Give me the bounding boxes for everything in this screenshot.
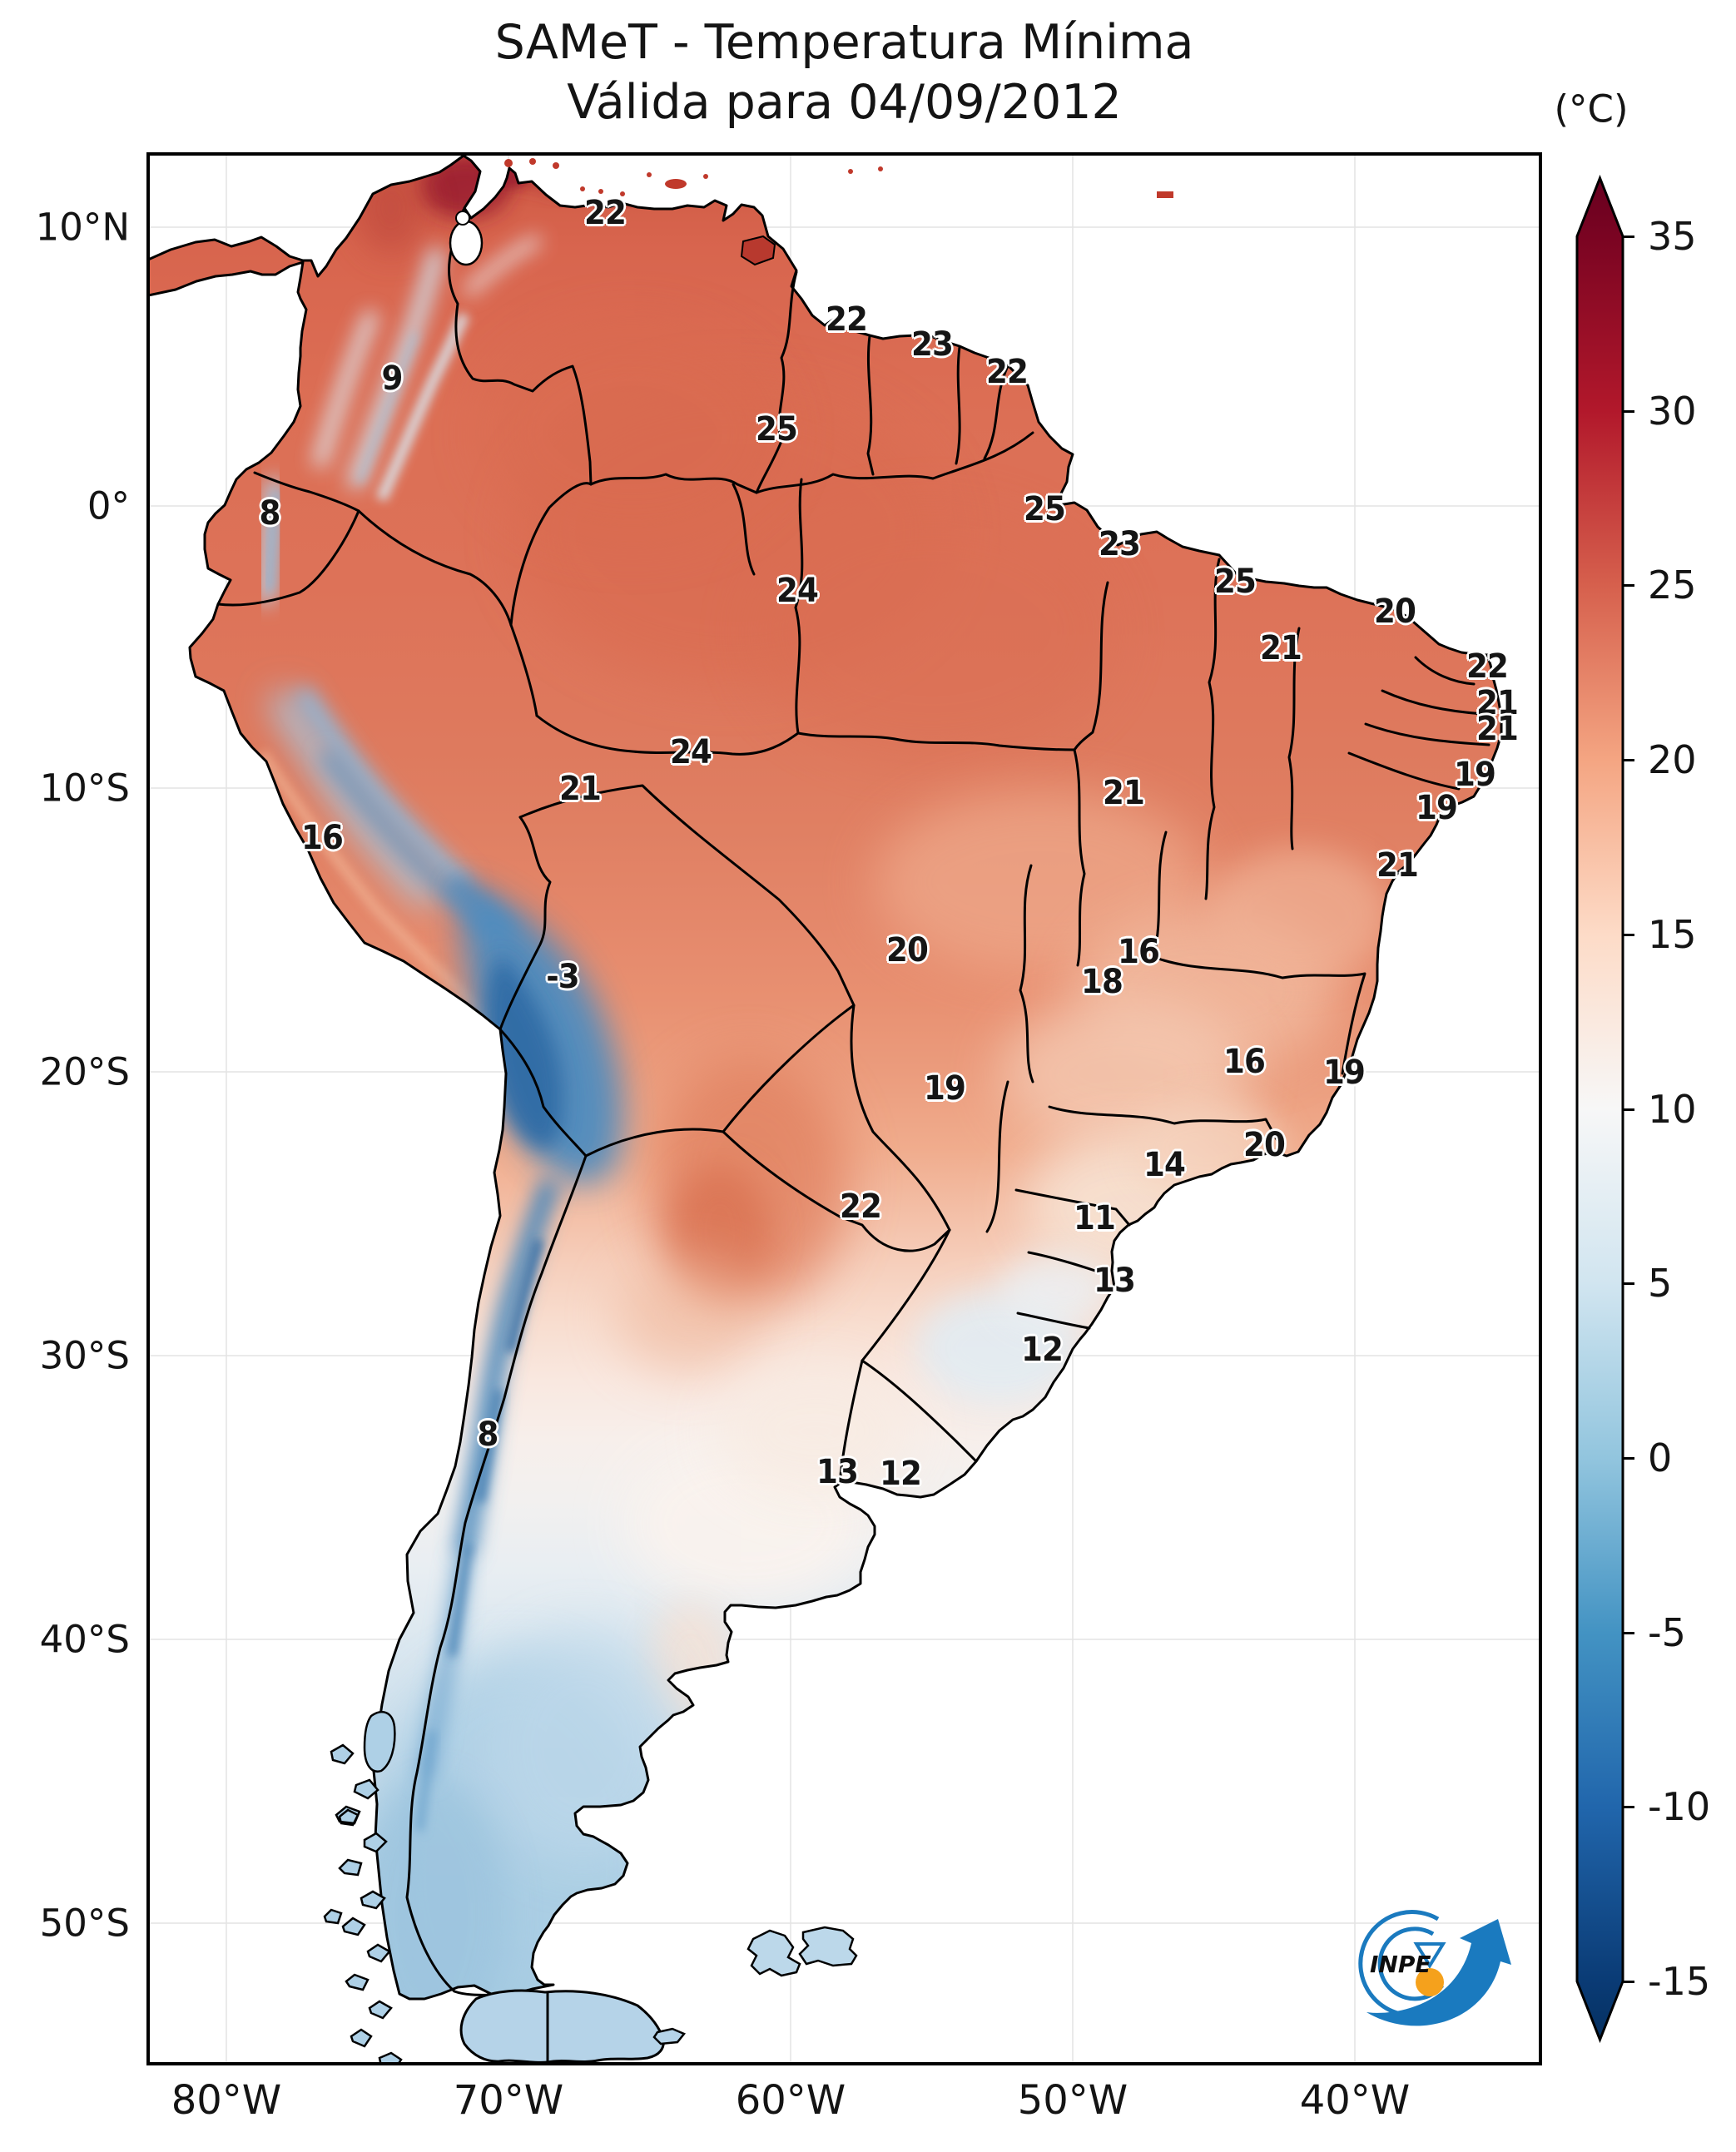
lat-tick-label: 10°S [39,766,130,811]
title-line1: SAMeT - Temperatura Mínima [494,15,1194,70]
lat-tick-label: 0° [87,483,130,528]
lon-tick-label: 60°W [735,2077,846,2124]
lat-tick-label: 30°S [39,1333,130,1378]
temp-label: 11 [1074,1199,1116,1237]
temp-label: 21 [1476,710,1519,748]
temp-label: 18 [1081,963,1123,1001]
islands [323,158,1173,2064]
temp-label: 9 [381,359,404,398]
temp-label: 14 [1143,1146,1186,1184]
temp-label: 8 [477,1416,499,1454]
temp-label: 23 [911,325,954,364]
temp-label: 22 [826,300,868,339]
chiloe-island [363,1710,396,1773]
axes-frame [146,152,1542,2065]
falkland-islands [746,1926,858,1977]
temp-label: 20 [1374,593,1416,631]
temp-label: 13 [816,1453,859,1491]
logo-inner-swoosh [1377,1926,1444,2001]
lat-tick-label: 20°S [39,1049,130,1094]
temp-label: 21 [1476,684,1519,722]
tierra-del-fuego [459,1989,665,2064]
colorbar-tick-label: 20 [1648,737,1697,782]
colorbar-tick-mark [1624,1631,1634,1634]
temp-label: 22 [840,1188,882,1226]
temp-label: 13 [1094,1262,1136,1300]
lat-tick-label: 10°N [35,205,130,250]
colorbar-tick-label: 30 [1648,389,1697,434]
colorbar-unit-label: (°C) [1554,87,1629,131]
temp-label: 19 [1454,756,1496,794]
temp-label: 22 [1466,647,1509,686]
colorbar-tick-label: 25 [1648,563,1697,607]
temp-label: 21 [1103,774,1145,812]
temp-label: 12 [880,1455,922,1493]
temp-label: 19 [1323,1054,1366,1092]
colorbar-tick-mark [1624,1456,1634,1460]
title-line2: Válida para 04/09/2012 [567,74,1122,130]
colorbar-tick-mark [1624,1108,1634,1111]
colorbar-tick-mark [1624,758,1634,761]
political-borders [216,208,1490,1997]
logo-text: INPE [1370,1951,1431,1978]
temp-label: 21 [1376,846,1419,885]
logo-orange-dot [1416,1968,1444,1996]
colorbar-tick-label: 35 [1648,214,1697,259]
colorbar-tick-label: 5 [1648,1261,1673,1306]
fjord-islands [323,1743,403,2064]
temp-label: 16 [1118,933,1160,971]
lon-tick-label: 80°W [171,2077,282,2124]
temp-label: 12 [1021,1331,1064,1369]
temp-label: 23 [1099,525,1141,563]
temp-label: 20 [886,931,929,969]
lat-tick-label: 40°S [39,1617,130,1662]
inpe-logo: INPE [1358,1910,1511,2026]
colorbar-tick-label: 0 [1648,1435,1673,1480]
temp-label: 19 [1416,789,1458,827]
lon-tick-label: 70°W [453,2077,564,2124]
logo-arrow [1366,1919,1511,2026]
colorbar-tick-label: 15 [1648,912,1697,957]
lake-maracaibo [449,220,484,266]
temp-label: 25 [756,410,798,449]
colorbar-tick-mark [1624,1282,1634,1285]
temp-label: -3 [546,958,579,996]
temp-label: 20 [1243,1126,1286,1164]
colorbar-tick-mark [1624,583,1634,587]
temp-label: 25 [1214,563,1257,601]
colorbar-tick-label: -10 [1648,1784,1711,1829]
logo-down-arrowhead [1413,1942,1446,1969]
lon-tick-label: 50°W [1017,2077,1128,2124]
temp-label: 16 [1223,1043,1266,1081]
temp-label: 21 [1260,629,1302,667]
colorbar [1575,174,1624,2044]
temp-label: 24 [776,572,819,610]
colorbar-tick-mark [1624,409,1634,413]
lon-tick-label: 40°W [1299,2077,1411,2124]
figure-title: SAMeT - Temperatura Mínima Válida para 0… [148,13,1540,133]
temp-label: 16 [301,819,344,857]
temp-label: 21 [559,770,602,808]
colorbar-tick-mark [1624,1805,1634,1808]
temp-label: 22 [584,194,627,232]
colorbar-tick-mark [1624,933,1634,936]
temp-label: 25 [1024,490,1066,528]
colorbar-tick-label: -15 [1648,1959,1711,2004]
temp-label: 22 [986,353,1029,391]
colorbar-tick-label: -5 [1648,1610,1686,1655]
temp-label: 19 [924,1069,966,1108]
colorbar-tick-mark [1624,1980,1634,1983]
temp-label: 24 [670,733,712,771]
temp-label: 8 [259,494,281,533]
colorbar-tick-label: 10 [1648,1087,1697,1132]
colorbar-tick-mark [1624,235,1634,238]
lat-tick-label: 50°S [39,1901,130,1946]
